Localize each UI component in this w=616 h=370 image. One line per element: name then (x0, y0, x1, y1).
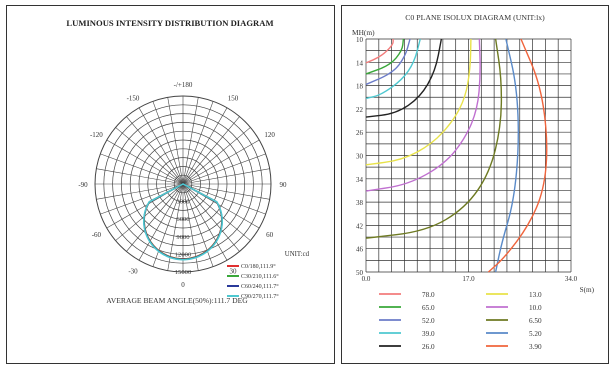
polar-spoke (182, 127, 251, 185)
isolux-y-tick: 34 (356, 176, 364, 184)
polar-spoke (182, 101, 214, 185)
polar-angle-label: -120 (90, 131, 103, 139)
polar-angle-label: 0 (181, 281, 185, 289)
isolux-chart-panel: C0 PLANE ISOLUX DIAGRAM (UNIT:lx) MH(m) 10… (341, 5, 609, 364)
isolux-y-tick: 26 (356, 129, 364, 137)
isolux-x-tick: 34.0 (565, 275, 578, 283)
isolux-legend-label: 3.90 (529, 343, 542, 351)
polar-spoke (182, 183, 228, 261)
polar-legend-label: C0/180,111.9° (241, 263, 276, 270)
isolux-y-tick: 42 (356, 222, 364, 230)
polar-footer: AVERAGE BEAM ANGLE(50%):111.7 DEG (106, 296, 248, 305)
polar-spoke (182, 183, 240, 252)
polar-angle-label: -150 (127, 94, 140, 102)
polar-legend-label: C90/270,111.7° (241, 293, 279, 300)
polar-angle-label: 30 (230, 268, 238, 276)
isolux-x-axis-label: S(m) (580, 286, 595, 294)
polar-spoke (182, 116, 240, 185)
isolux-legend-label: 52.0 (422, 317, 435, 325)
isolux-y-tick: 38 (356, 199, 364, 207)
isolux-legend-label: 6.50 (529, 317, 542, 325)
isolux-y-tick: 50 (356, 269, 364, 277)
isolux-contour-curve (365, 38, 405, 75)
isolux-contour-curve (365, 38, 443, 118)
polar-spoke (96, 183, 184, 200)
polar-legend-label: C30/210,111.6° (241, 273, 279, 280)
isolux-title: C0 PLANE ISOLUX DIAGRAM (UNIT:lx) (405, 13, 545, 22)
isolux-legend-label: 13.0 (529, 291, 542, 299)
polar-title: LUMINOUS INTENSITY DISTRIBUTION DIAGRAM (66, 18, 273, 28)
isolux-y-tick: 10 (356, 36, 364, 44)
isolux-contour-curve (365, 38, 394, 64)
isolux-contour-curve (494, 38, 519, 273)
polar-spoke (126, 116, 184, 185)
polar-chart-panel: LUMINOUS INTENSITY DISTRIBUTION DIAGRAM -… (6, 5, 335, 364)
polar-radial-label: 12000 (175, 251, 192, 258)
polar-radial-label: 3000 (176, 199, 190, 206)
polar-angle-label: -30 (128, 268, 138, 276)
polar-spoke (182, 107, 228, 185)
isolux-contour-curve (365, 38, 481, 192)
polar-unit-label: UNIT:cd (285, 251, 310, 258)
polar-spoke (126, 183, 184, 252)
isolux-legend-label: 65.0 (422, 304, 435, 312)
polar-series-curve (143, 183, 223, 261)
polar-spoke (182, 168, 270, 185)
isolux-y-axis-label: MH(m) (352, 28, 375, 37)
isolux-x-tick: 0.0 (362, 275, 371, 283)
isolux-x-tick: 17.0 (462, 275, 475, 283)
isolux-y-tick: 30 (356, 153, 364, 161)
polar-spoke (96, 168, 184, 185)
polar-spoke (182, 183, 251, 241)
isolux-contour-curve (487, 38, 548, 273)
isolux-y-tick: 14 (356, 59, 364, 67)
polar-spoke (182, 183, 266, 215)
polar-angle-label: 150 (228, 94, 239, 102)
isolux-contour-curve (365, 38, 411, 86)
polar-radial-label: 6000 (176, 216, 190, 223)
polar-spoke (138, 183, 184, 261)
polar-angle-label: -60 (92, 231, 102, 239)
isolux-chart: C0 PLANE ISOLUX DIAGRAM (UNIT:lx)MH(m)10… (352, 13, 595, 351)
polar-angle-label: 120 (264, 131, 275, 139)
isolux-y-tick: 46 (356, 246, 364, 254)
polar-spoke (182, 139, 260, 185)
isolux-legend-label: 39.0 (422, 330, 435, 338)
polar-spoke (182, 97, 199, 185)
polar-spoke (100, 153, 184, 185)
isolux-contour-curve (365, 38, 503, 239)
polar-radial-label: 15000 (175, 269, 192, 276)
polar-spoke (182, 183, 270, 200)
polar-angle-label: -/+180 (174, 81, 193, 89)
polar-legend-label: C60/240,111.7° (241, 283, 279, 290)
polar-spoke (152, 183, 184, 267)
isolux-legend-label: 26.0 (422, 343, 435, 351)
isolux-contour-curve (365, 38, 421, 100)
isolux-y-tick: 22 (356, 106, 364, 114)
polar-angle-label: 60 (266, 231, 274, 239)
polar-spoke (167, 97, 184, 185)
isolux-legend-label: 10.0 (529, 304, 542, 312)
polar-spoke (100, 183, 184, 215)
isolux-legend-label: 5.20 (529, 330, 542, 338)
polar-spoke (138, 107, 184, 185)
isolux-y-tick: 18 (356, 83, 364, 91)
polar-spoke (115, 127, 184, 185)
polar-radial-label: 9000 (176, 234, 190, 241)
isolux-contour-curve (365, 38, 472, 166)
polar-chart: LUMINOUS INTENSITY DISTRIBUTION DIAGRAM -… (66, 18, 310, 305)
polar-spoke (182, 153, 266, 185)
polar-spoke (115, 183, 184, 241)
polar-spoke (182, 183, 214, 267)
polar-spoke (152, 101, 184, 185)
polar-angle-label: 90 (280, 181, 288, 189)
isolux-legend-label: 78.0 (422, 291, 435, 299)
polar-angle-label: -90 (78, 181, 88, 189)
polar-spoke (106, 139, 184, 185)
